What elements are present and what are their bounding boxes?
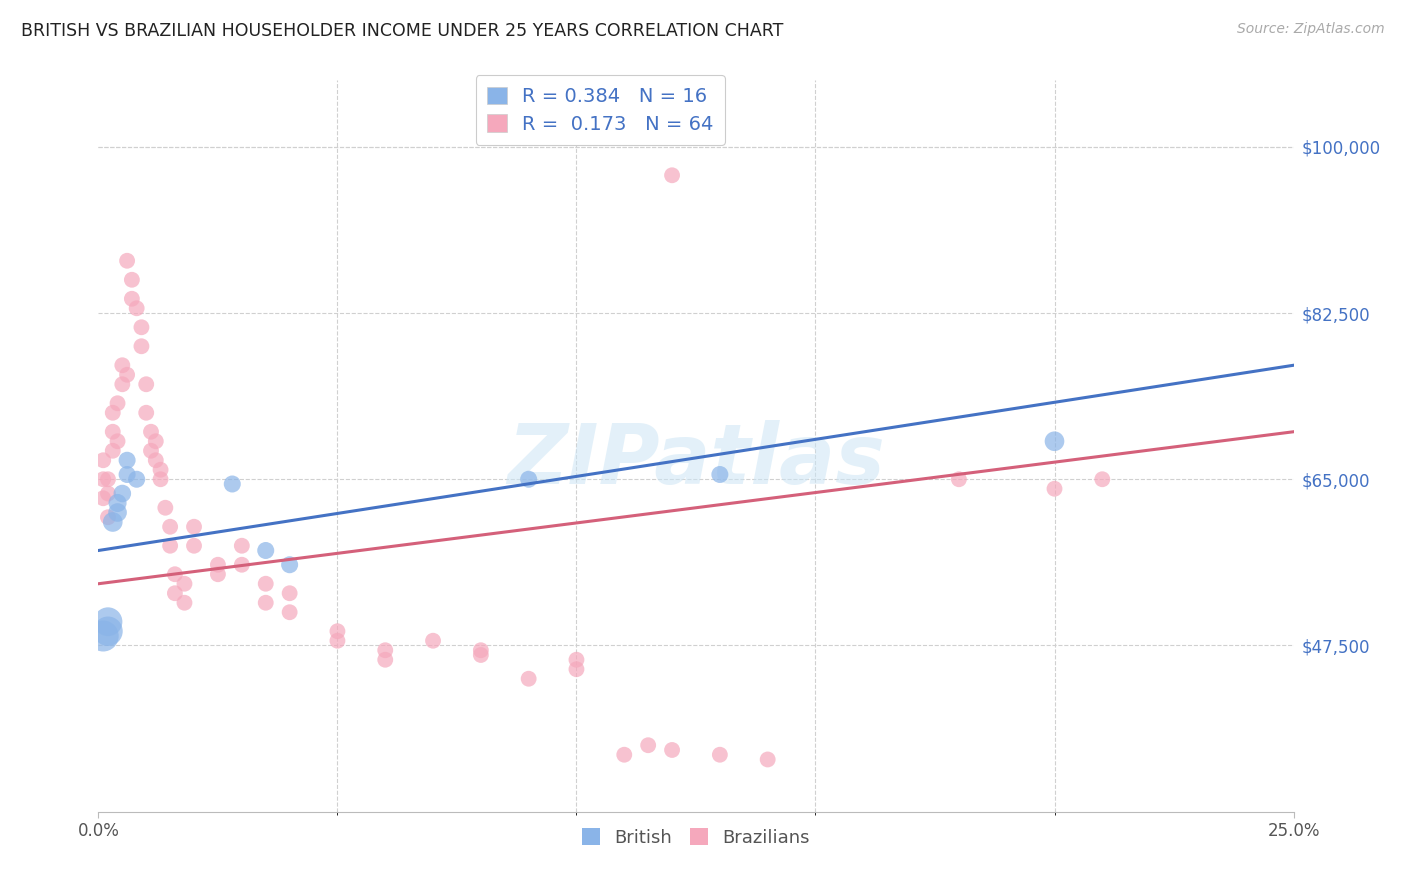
Point: [207, 558, 229, 572]
Point: [91, 629, 114, 643]
Point: [470, 643, 492, 657]
Point: [101, 425, 124, 439]
Point: [183, 539, 205, 553]
Point: [107, 396, 129, 410]
Point: [125, 472, 148, 486]
Point: [207, 567, 229, 582]
Point: [661, 168, 683, 182]
Point: [374, 643, 396, 657]
Point: [101, 515, 124, 529]
Point: [111, 358, 134, 372]
Point: [131, 339, 153, 353]
Point: [97, 615, 120, 629]
Point: [97, 510, 120, 524]
Point: [517, 472, 540, 486]
Point: [97, 624, 120, 639]
Point: [517, 672, 540, 686]
Point: [115, 467, 138, 482]
Point: [111, 377, 134, 392]
Point: [613, 747, 636, 762]
Point: [101, 443, 124, 458]
Point: [91, 453, 114, 467]
Point: [121, 273, 143, 287]
Point: [1043, 482, 1066, 496]
Point: [101, 406, 124, 420]
Point: [125, 301, 148, 316]
Point: [278, 558, 301, 572]
Point: [91, 472, 114, 486]
Point: [231, 539, 253, 553]
Point: [173, 576, 195, 591]
Point: [107, 434, 129, 449]
Point: [163, 586, 186, 600]
Point: [135, 377, 157, 392]
Point: [149, 472, 172, 486]
Point: [326, 633, 349, 648]
Point: [159, 539, 181, 553]
Point: [107, 506, 129, 520]
Point: [163, 567, 186, 582]
Point: [115, 253, 138, 268]
Point: [326, 624, 349, 639]
Point: [135, 406, 157, 420]
Point: [121, 292, 143, 306]
Point: [254, 543, 277, 558]
Point: [173, 596, 195, 610]
Point: [149, 463, 172, 477]
Text: BRITISH VS BRAZILIAN HOUSEHOLDER INCOME UNDER 25 YEARS CORRELATION CHART: BRITISH VS BRAZILIAN HOUSEHOLDER INCOME …: [21, 22, 783, 40]
Point: [155, 500, 177, 515]
Point: [221, 477, 243, 491]
Text: Source: ZipAtlas.com: Source: ZipAtlas.com: [1237, 22, 1385, 37]
Point: [145, 434, 167, 449]
Point: [107, 496, 129, 510]
Point: [1091, 472, 1114, 486]
Point: [131, 320, 153, 334]
Point: [470, 648, 492, 662]
Point: [231, 558, 253, 572]
Point: [111, 486, 134, 500]
Point: [661, 743, 683, 757]
Point: [91, 491, 114, 506]
Point: [1043, 434, 1066, 449]
Text: ZIPatlas: ZIPatlas: [508, 420, 884, 501]
Point: [637, 738, 659, 752]
Point: [115, 453, 138, 467]
Point: [139, 443, 162, 458]
Point: [97, 486, 120, 500]
Point: [97, 472, 120, 486]
Point: [422, 633, 444, 648]
Point: [948, 472, 970, 486]
Point: [145, 453, 167, 467]
Point: [709, 747, 731, 762]
Point: [183, 520, 205, 534]
Point: [254, 576, 277, 591]
Point: [139, 425, 162, 439]
Legend: British, Brazilians: British, Brazilians: [575, 822, 817, 854]
Point: [565, 662, 588, 676]
Point: [115, 368, 138, 382]
Point: [709, 467, 731, 482]
Point: [278, 586, 301, 600]
Point: [159, 520, 181, 534]
Point: [756, 752, 779, 766]
Point: [565, 653, 588, 667]
Point: [278, 605, 301, 619]
Point: [374, 653, 396, 667]
Point: [254, 596, 277, 610]
